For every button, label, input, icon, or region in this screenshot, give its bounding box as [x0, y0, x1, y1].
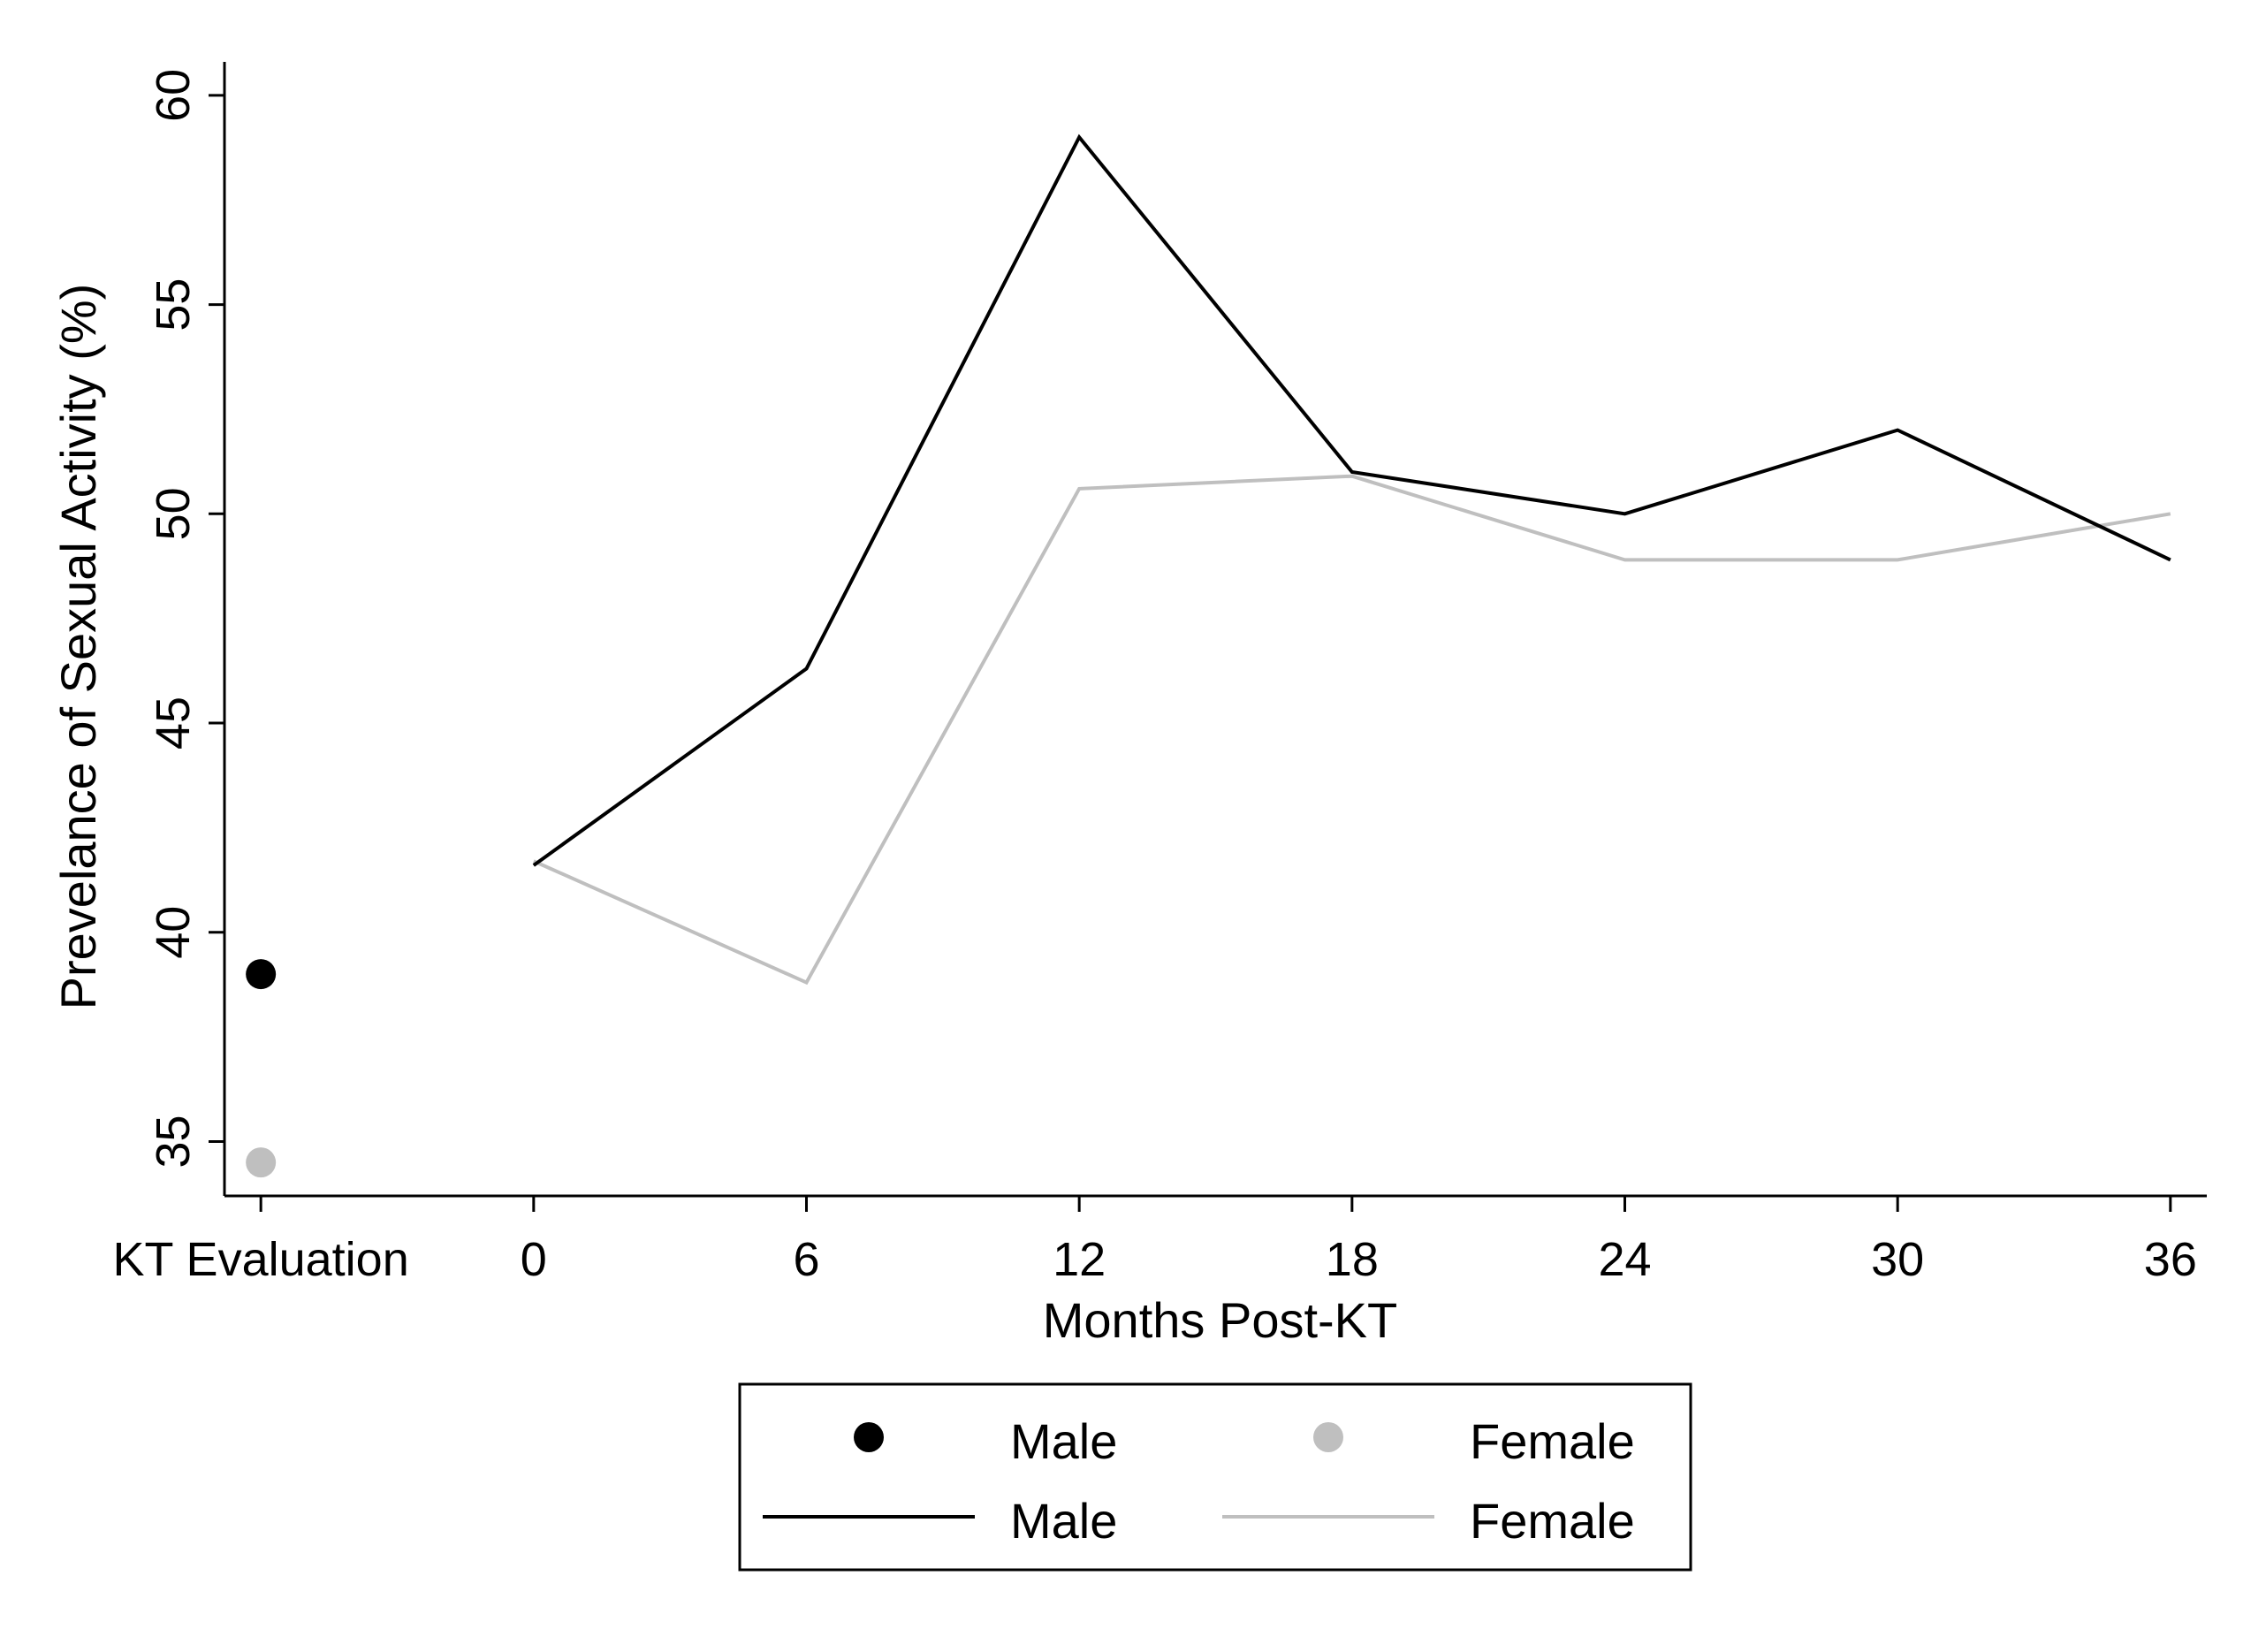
x-tick-label: 0: [521, 1233, 547, 1286]
y-tick-label: 40: [147, 906, 200, 959]
x-ticks: KT Evaluation 0 6 12 18 24 30 36: [113, 1196, 2197, 1286]
point-female: [246, 1147, 277, 1178]
y-tick-label: 35: [147, 1115, 200, 1168]
y-ticks: 35 40 45 50 55 60: [147, 69, 224, 1168]
x-tick-label: 30: [1871, 1233, 1924, 1286]
legend-label-female-line: Female: [1470, 1493, 1635, 1549]
legend-marker-female: [1313, 1422, 1343, 1452]
x-tick-label: 24: [1598, 1233, 1651, 1286]
legend: Male Female Male Female: [738, 1382, 1692, 1572]
x-tick-label: 12: [1053, 1233, 1106, 1286]
x-tick-label: 18: [1326, 1233, 1379, 1286]
x-axis-title: Months Post-KT: [1043, 1292, 1397, 1348]
x-tick-label: KT Evaluation: [113, 1233, 409, 1286]
y-tick-label: 55: [147, 278, 200, 331]
legend-label-male-marker: Male: [1010, 1413, 1117, 1469]
y-tick-label: 60: [147, 69, 200, 122]
x-tick-label: 6: [793, 1233, 819, 1286]
x-tick-label: 36: [2144, 1233, 2197, 1286]
point-male: [246, 959, 277, 990]
legend-box: [738, 1382, 1692, 1572]
series-line-female: [533, 474, 2171, 986]
series-line-male: [532, 133, 2171, 867]
legend-marker-male: [854, 1422, 884, 1452]
y-axis-title: Prevelance of Sexual Activity (%): [50, 284, 106, 1010]
y-tick-label: 45: [147, 697, 200, 750]
legend-label-male-line: Male: [1010, 1493, 1117, 1549]
legend-label-female-marker: Female: [1470, 1413, 1635, 1469]
plot-marks: [246, 133, 2171, 1178]
axes: [223, 62, 2207, 1198]
y-tick-label: 50: [147, 487, 200, 540]
